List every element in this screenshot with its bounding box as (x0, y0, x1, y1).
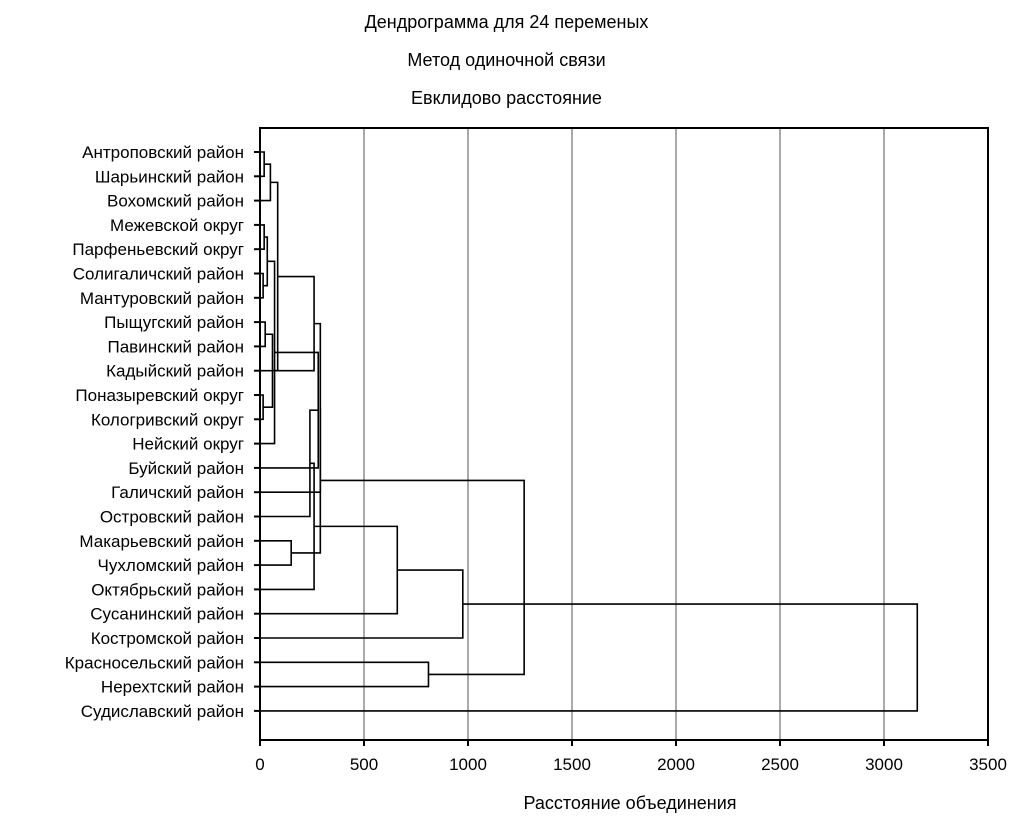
leaf-label: Нерехтский район (101, 678, 244, 697)
dendrogram-links (260, 151, 919, 712)
leaf-label: Нейский округ (132, 435, 244, 454)
leaf-label: Галичский район (111, 483, 244, 502)
x-tick-label: 1500 (553, 755, 591, 774)
x-axis-ticks: 0 500 1000 1500 2000 2500 3000 3500 (255, 740, 1007, 774)
chart-title: Дендрограмма для 24 переменых (364, 12, 649, 32)
chart-subtitle-distance: Евклидово расстояние (411, 88, 602, 108)
leaf-label: Пыщугский район (104, 313, 244, 332)
x-tick-label: 2500 (761, 755, 799, 774)
leaf-label: Костромской район (91, 629, 244, 648)
leaf-label: Вохомский район (107, 192, 244, 211)
x-axis-label: Расстояние объединения (523, 793, 737, 813)
leaf-label: Октябрьский район (91, 580, 244, 599)
dendrogram-link (260, 569, 464, 639)
leaf-label: Межевской округ (110, 216, 244, 235)
plot-frame (259, 127, 989, 741)
dendrogram-link (320, 479, 525, 676)
leaf-label: Буйский район (128, 459, 244, 478)
leaf-label: Поназыревский округ (75, 386, 244, 405)
leaf-label: Судиславский район (81, 702, 244, 721)
leaf-label: Павинский район (108, 337, 245, 356)
leaf-label: Сусанинский район (90, 605, 244, 624)
dendrogram-link (260, 462, 315, 591)
leaf-label: Островский район (100, 508, 244, 527)
leaf-label: Солигаличский район (73, 265, 244, 284)
leaf-label: Кологривский округ (91, 410, 244, 429)
dendrogram-link (272, 275, 315, 372)
x-tick-label: 1000 (449, 755, 487, 774)
dendrogram-link (260, 540, 292, 566)
leaf-label: Антроповский район (82, 143, 244, 162)
grid-lines (363, 128, 885, 740)
leaf-label: Красносельский район (65, 653, 244, 672)
dendrogram-link (260, 409, 319, 518)
x-tick-label: 0 (255, 755, 264, 774)
dendrogram-link (260, 163, 272, 202)
dendrogram-link (291, 407, 322, 554)
leaf-label: Мантуровский район (80, 289, 244, 308)
leaf-label: Макарьевский район (79, 532, 244, 551)
x-tick-label: 3500 (969, 755, 1007, 774)
leaf-label: Парфеньевский округ (72, 240, 244, 259)
dendrogram-link (260, 661, 430, 688)
x-tick-label: 2000 (657, 755, 695, 774)
x-tick-label: 500 (350, 755, 378, 774)
dendrogram-link (260, 525, 399, 615)
leaf-label: Кадыйский район (106, 362, 244, 381)
chart-subtitle-method: Метод одиночной связи (407, 50, 606, 70)
dendrogram-link (260, 603, 919, 712)
leaf-labels: Антроповский район Шарьинский район Вохомс… (65, 143, 260, 721)
leaf-label: Чухломский район (98, 556, 244, 575)
leaf-label: Шарьинский район (95, 167, 244, 186)
x-tick-label: 3000 (865, 755, 903, 774)
